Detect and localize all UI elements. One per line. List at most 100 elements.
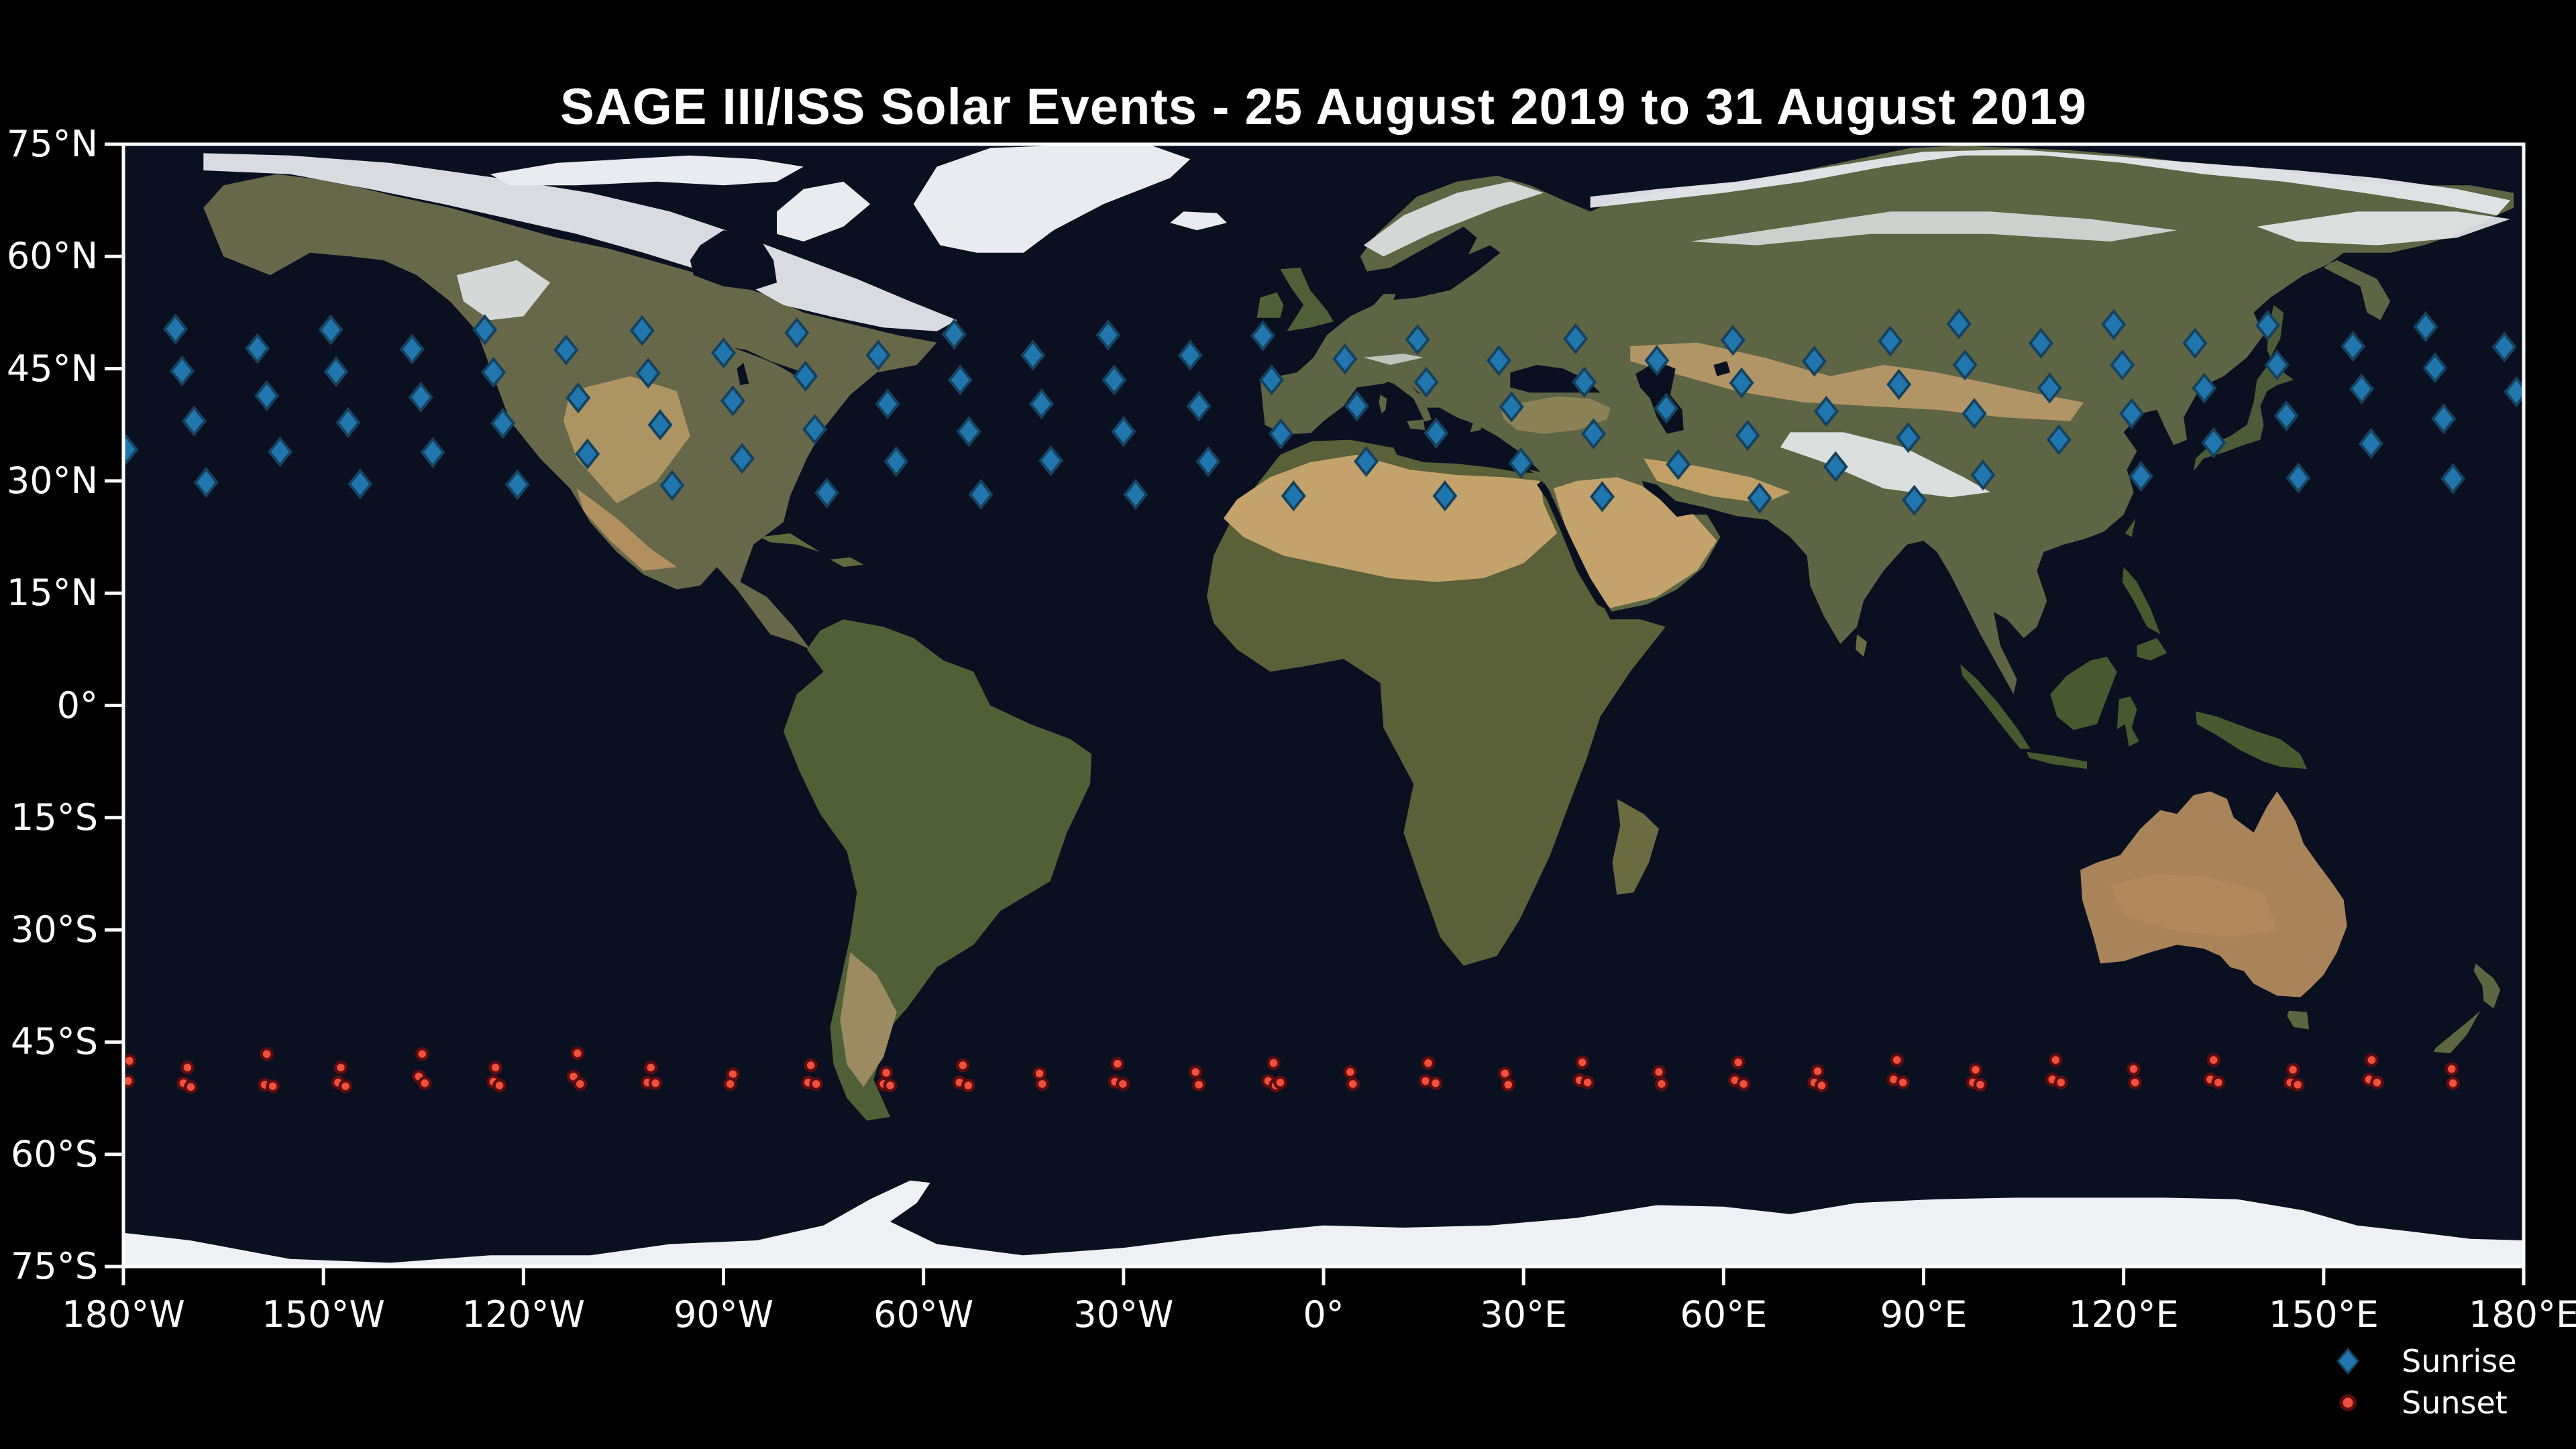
- sunrise-marker: [318, 314, 343, 345]
- sunset-marker: [1188, 1065, 1203, 1079]
- sunrise-marker: [1102, 364, 1127, 396]
- sunrise-marker: [2192, 372, 2217, 404]
- sunrise-marker: [968, 478, 994, 511]
- sunset-marker: [415, 1046, 429, 1061]
- sunrise-marker: [1195, 445, 1221, 478]
- sunrise-marker: [629, 315, 655, 346]
- sunset-marker: [123, 1054, 137, 1068]
- sunrise-marker: [1563, 323, 1589, 355]
- lat-tick-label: 45°N: [6, 347, 98, 390]
- sunrise-marker: [2110, 349, 2135, 381]
- sunrise-marker: [1878, 325, 1903, 357]
- sunset-marker: [879, 1065, 894, 1080]
- sunrise-marker: [875, 388, 900, 420]
- sunset-marker: [1110, 1057, 1125, 1071]
- sunset-marker: [1343, 1065, 1358, 1079]
- lon-tick-label: 120°W: [462, 1293, 586, 1336]
- legend-label: Sunset: [2402, 1385, 2508, 1421]
- sunrise-marker: [2413, 311, 2438, 343]
- sunset-marker: [2290, 1077, 2305, 1092]
- sunrise-marker: [1896, 422, 1921, 453]
- sunrise-marker: [2422, 352, 2448, 384]
- sunset-marker: [1421, 1056, 1436, 1070]
- sunrise-marker: [1029, 388, 1055, 420]
- sunset-marker: [1346, 1077, 1360, 1091]
- sunrise-marker: [193, 466, 219, 498]
- sunrise-marker: [408, 381, 433, 413]
- sunset-marker: [1116, 1077, 1130, 1091]
- sunrise-marker: [245, 333, 270, 364]
- sunrise-marker: [729, 443, 755, 474]
- sunrise-marker: [1644, 345, 1670, 376]
- sunrise-marker: [659, 470, 685, 501]
- sunset-marker: [417, 1076, 432, 1090]
- sunrise-marker: [2349, 373, 2375, 405]
- sunrise-marker: [472, 314, 498, 345]
- sunset-marker: [723, 1077, 737, 1091]
- sunrise-marker: [814, 477, 840, 508]
- sunrise-marker: [169, 355, 195, 387]
- sunrise-marker: [941, 319, 967, 350]
- sunset-marker: [1191, 1077, 1206, 1092]
- sunrise-marker: [1332, 343, 1358, 375]
- sunset-marker: [1035, 1077, 1049, 1091]
- sunrise-marker: [2358, 427, 2383, 460]
- sunrise-marker: [883, 445, 909, 478]
- lat-tick-label: 0°: [56, 684, 98, 727]
- sunrise-marker: [1946, 308, 1972, 339]
- sunset-marker: [1736, 1077, 1751, 1091]
- axes-spines: [105, 142, 2526, 1285]
- lat-tick-label: 75°N: [6, 123, 98, 165]
- sunset-series: [123, 1046, 2460, 1094]
- sunset-marker: [266, 1079, 280, 1093]
- sunrise-marker: [1580, 418, 1607, 449]
- sunrise-marker: [553, 334, 579, 366]
- sunrise-marker: [1432, 480, 1458, 512]
- lon-tick-label: 90°E: [1880, 1293, 1968, 1336]
- sunset-marker: [180, 1061, 195, 1075]
- sunset-marker: [1273, 1075, 1287, 1089]
- sunrise-marker: [323, 356, 349, 388]
- legend-item-sunset: Sunset: [2308, 1383, 2508, 1423]
- sunset-marker: [1973, 1077, 1988, 1092]
- map-artwork: [123, 144, 2524, 1267]
- sunrise-marker: [1589, 481, 1615, 513]
- lon-tick-label: 150°E: [2268, 1293, 2379, 1336]
- sunset-marker: [2446, 1076, 2460, 1090]
- sunset-marker: [1575, 1055, 1589, 1069]
- sunrise-diamond-icon: [2308, 1341, 2388, 1381]
- sunrise-marker: [710, 337, 737, 369]
- sunrise-series: [123, 308, 2524, 517]
- sunset-marker: [2128, 1075, 2142, 1089]
- sunset-marker: [1968, 1063, 1983, 1077]
- sunset-marker: [956, 1058, 970, 1073]
- sunrise-marker: [956, 416, 981, 447]
- sunrise-marker: [1038, 445, 1064, 476]
- lon-tick-label: 120°E: [2068, 1293, 2179, 1336]
- lon-tick-label: 60°E: [1680, 1293, 1768, 1336]
- sunset-marker: [2053, 1075, 2068, 1089]
- lon-tick-label: 180°E: [2468, 1293, 2576, 1336]
- sunrise-marker: [1962, 398, 1987, 429]
- sunrise-marker: [123, 433, 139, 466]
- sunset-marker: [1267, 1056, 1281, 1070]
- sunset-marker: [488, 1061, 502, 1075]
- sunrise-marker: [1020, 339, 1046, 371]
- lat-tick-label: 45°S: [11, 1020, 98, 1063]
- sunrise-marker: [504, 469, 530, 500]
- sunset-marker: [1498, 1066, 1512, 1081]
- sunset-marker: [1890, 1053, 1904, 1067]
- sunrise-marker: [635, 358, 661, 389]
- lon-tick-label: 30°E: [1480, 1293, 1568, 1336]
- legend-label: Sunrise: [2402, 1343, 2517, 1379]
- sunrise-marker: [1186, 390, 1212, 422]
- sunrise-marker: [335, 407, 361, 439]
- sunset-marker: [804, 1058, 818, 1073]
- sunrise-marker: [802, 413, 828, 445]
- lon-tick-label: 90°W: [673, 1293, 774, 1336]
- sunrise-marker: [1250, 320, 1276, 352]
- sunset-marker: [809, 1077, 823, 1091]
- sunrise-marker: [2201, 427, 2226, 459]
